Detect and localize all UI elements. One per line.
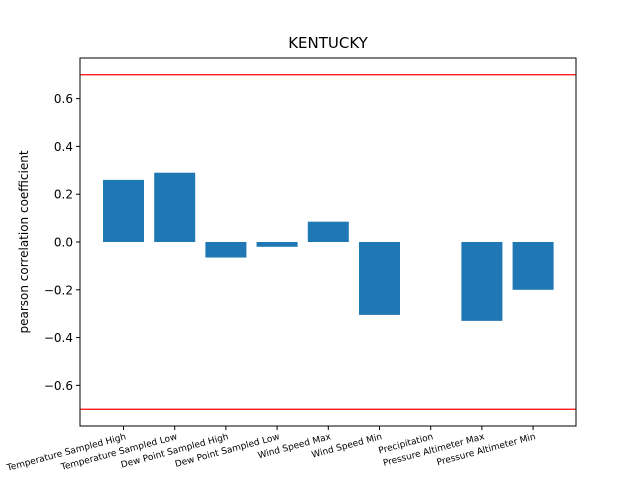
bar <box>461 242 503 321</box>
bar <box>256 242 298 247</box>
bar <box>512 242 554 290</box>
y-tick-label: 0.0 <box>54 236 73 250</box>
plot-frame <box>79 57 577 427</box>
chart-title: KENTUCKY <box>288 34 368 52</box>
bar <box>205 242 247 258</box>
y-tick-label: 0.6 <box>54 92 73 106</box>
bar <box>359 242 400 315</box>
bar <box>307 221 349 242</box>
y-axis-label: pearson correlation coefficient <box>17 150 31 333</box>
y-tick-label: −0.6 <box>44 379 73 393</box>
reference-lines <box>80 74 576 410</box>
y-tick-label: 0.4 <box>54 140 73 154</box>
y-axis-ticks: −0.6 −0.4 −0.2 0.0 0.2 0.4 0.6 <box>44 92 80 393</box>
y-tick-label: −0.2 <box>44 283 73 297</box>
bar <box>154 172 196 242</box>
bar <box>103 179 144 242</box>
y-tick-label: −0.4 <box>44 331 73 345</box>
bars-group <box>103 172 554 321</box>
y-tick-label: 0.2 <box>54 188 73 202</box>
